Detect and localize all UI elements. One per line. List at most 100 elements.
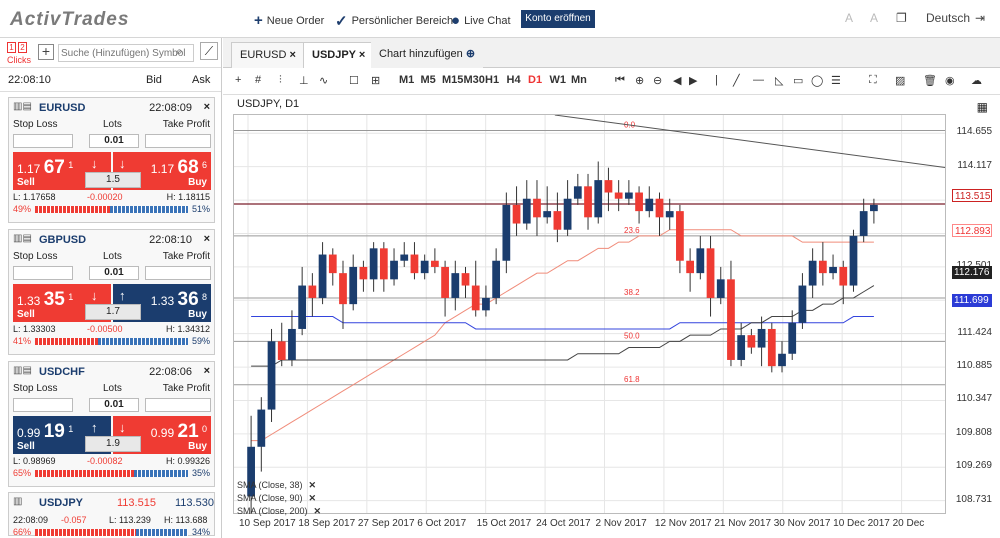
buy-button[interactable]: ↓ 0.99 21 0 Buy — [113, 416, 211, 454]
candle-body — [502, 204, 511, 261]
add-symbol-button[interactable]: + — [38, 44, 54, 60]
cursor-icon[interactable]: | — [715, 74, 718, 86]
high-value: H: 1.18115 — [166, 192, 210, 202]
indicator-label: SMA (Close, 90) — [237, 493, 303, 503]
next-icon[interactable]: ▶ — [689, 75, 698, 87]
chart-icon[interactable]: ▥ — [13, 496, 23, 507]
close-icon[interactable]: × — [289, 49, 296, 61]
hline-tool-icon[interactable]: — — [753, 74, 764, 86]
indicators-icon[interactable]: ⛶ — [869, 74, 877, 86]
symbol-card-eurusd: ▥▤ EURUSD 22:08:09 × Stop Loss Lots Take Prof… — [8, 97, 215, 223]
settings-icon[interactable]: ◉ — [945, 75, 955, 87]
rect-tool-icon[interactable]: ▭ — [793, 75, 804, 87]
period-m30[interactable]: M30 — [463, 74, 485, 86]
personal-area-button[interactable]: ✓ Persönlicher Bereich — [335, 12, 453, 30]
take-profit-label: Take Profit — [162, 119, 210, 130]
indicator-sma90[interactable]: SMA (Close, 90) ✕ — [237, 493, 316, 504]
click-2[interactable]: 2 — [18, 42, 27, 53]
y-tick-label: 108.731 — [955, 493, 992, 505]
chart-icon[interactable]: ▥▤ — [13, 365, 32, 376]
period-h4[interactable]: H4 — [506, 74, 521, 86]
split-icon[interactable]: ⊞ — [371, 75, 381, 87]
period-m1[interactable]: M1 — [399, 74, 415, 86]
stop-loss-input[interactable] — [13, 266, 73, 280]
font-decrease-icon[interactable]: A — [845, 11, 854, 25]
sell-button[interactable]: 1.33 35 1 ↓ Sell — [13, 284, 111, 322]
line-tool-icon[interactable]: ╱ — [733, 75, 740, 87]
ellipse-tool-icon[interactable]: ◯ — [811, 75, 824, 87]
rect-icon[interactable]: ☐ — [349, 75, 359, 87]
sell-button[interactable]: 0.99 19 1 ↑ Sell — [13, 416, 111, 454]
line-chart-icon[interactable]: ∿ — [319, 75, 329, 87]
period-w1[interactable]: W1 — [549, 74, 567, 86]
candle-body — [696, 248, 705, 274]
window-icon[interactable]: ❐ — [896, 11, 907, 25]
grid-icon[interactable]: # — [255, 74, 262, 86]
crosshair-icon[interactable]: + — [235, 74, 242, 86]
layout-icon[interactable]: ▦ — [976, 100, 988, 114]
fib-tool-icon[interactable]: ☰ — [831, 75, 841, 87]
chart-area[interactable]: USDJPY, D1 ▦ 0.023.638.250.061.8 114.655… — [223, 96, 1000, 538]
lots-input[interactable]: 0.01 — [89, 398, 139, 412]
price-chart[interactable]: 0.023.638.250.061.8 — [233, 114, 946, 514]
font-increase-icon[interactable]: A — [870, 11, 879, 25]
close-icon[interactable]: × — [203, 101, 210, 113]
fib-level-label: 23.6 — [624, 226, 640, 235]
live-chat-button[interactable]: ● Live Chat — [451, 12, 511, 29]
period-d1[interactable]: D1 — [528, 74, 543, 86]
take-profit-input[interactable] — [145, 398, 211, 412]
take-profit-input[interactable] — [145, 134, 211, 148]
logout-icon[interactable]: ⇥ — [975, 11, 986, 25]
add-chart-button[interactable]: Chart hinzufügen ⊕ — [371, 42, 484, 68]
buy-price-prefix: 0.99 — [150, 426, 175, 440]
new-order-button[interactable]: + Neue Order — [254, 12, 324, 29]
trash-icon[interactable]: 🗑 — [923, 75, 937, 87]
tab-eurusd[interactable]: EURUSD × — [231, 42, 305, 68]
stop-loss-label: Stop Loss — [13, 383, 58, 394]
lots-input[interactable]: 0.01 — [89, 266, 139, 280]
candles-icon[interactable]: ⫶ — [279, 74, 282, 86]
stop-loss-input[interactable] — [13, 398, 73, 412]
chart-type-icon[interactable]: ▨ — [895, 75, 906, 87]
indicator-sma38[interactable]: SMA (Close, 38) ✕ — [237, 480, 316, 491]
period-m5[interactable]: M5 — [420, 74, 436, 86]
bars-icon[interactable]: ⊥ — [299, 75, 309, 87]
period-mn[interactable]: Mn — [571, 74, 587, 86]
plus-icon: + — [254, 12, 263, 29]
search-input[interactable] — [58, 44, 194, 62]
brand-logo: ActivTrades — [10, 9, 130, 30]
triangle-tool-icon[interactable]: ◺ — [775, 75, 784, 87]
zoom-in-icon[interactable]: ⊕ — [635, 75, 645, 87]
open-account-button[interactable]: Konto eröffnen — [521, 10, 595, 28]
mini-low: L: 113.239 — [109, 515, 151, 525]
language-selector[interactable]: Deutsch — [926, 11, 971, 25]
close-icon[interactable]: × — [203, 233, 210, 245]
period-h1[interactable]: H1 — [485, 74, 500, 86]
buy-price-main: 36 — [177, 289, 199, 310]
first-icon[interactable]: ⏮ — [615, 74, 625, 86]
x-tick-label: 2 Nov 2017 — [595, 518, 647, 529]
close-icon[interactable]: ✕ — [308, 493, 317, 503]
prev-icon[interactable]: ◀ — [673, 75, 682, 87]
tab-usdjpy[interactable]: USDJPY × — [303, 42, 375, 68]
chart-icon[interactable]: ▥▤ — [13, 101, 32, 112]
cloud-icon[interactable]: ☁ — [971, 75, 982, 87]
indicator-sma200[interactable]: SMA (Close, 200) ✕ — [237, 506, 321, 517]
close-icon[interactable]: × — [203, 365, 210, 377]
price-tag-current: 113.515 — [952, 189, 992, 202]
click-1[interactable]: 1 — [7, 42, 16, 53]
chart-icon[interactable]: ▥▤ — [13, 233, 32, 244]
close-icon[interactable]: × — [358, 49, 366, 61]
mini-card-usdjpy[interactable]: ▥ USDJPY 113.515 113.530 22:08:09 -0.057 L:… — [8, 492, 215, 537]
close-icon[interactable]: ✕ — [308, 480, 317, 490]
close-icon[interactable]: ✕ — [313, 506, 322, 516]
candle-body — [757, 328, 766, 348]
edit-icon[interactable]: ⟋ — [200, 42, 218, 60]
take-profit-input[interactable] — [145, 266, 211, 280]
lots-input[interactable]: 0.01 — [89, 134, 139, 148]
zoom-out-icon[interactable]: ⊖ — [653, 75, 663, 87]
search-icon[interactable]: ⌕ — [176, 44, 183, 58]
stop-loss-input[interactable] — [13, 134, 73, 148]
period-m15[interactable]: M15 — [442, 74, 464, 86]
